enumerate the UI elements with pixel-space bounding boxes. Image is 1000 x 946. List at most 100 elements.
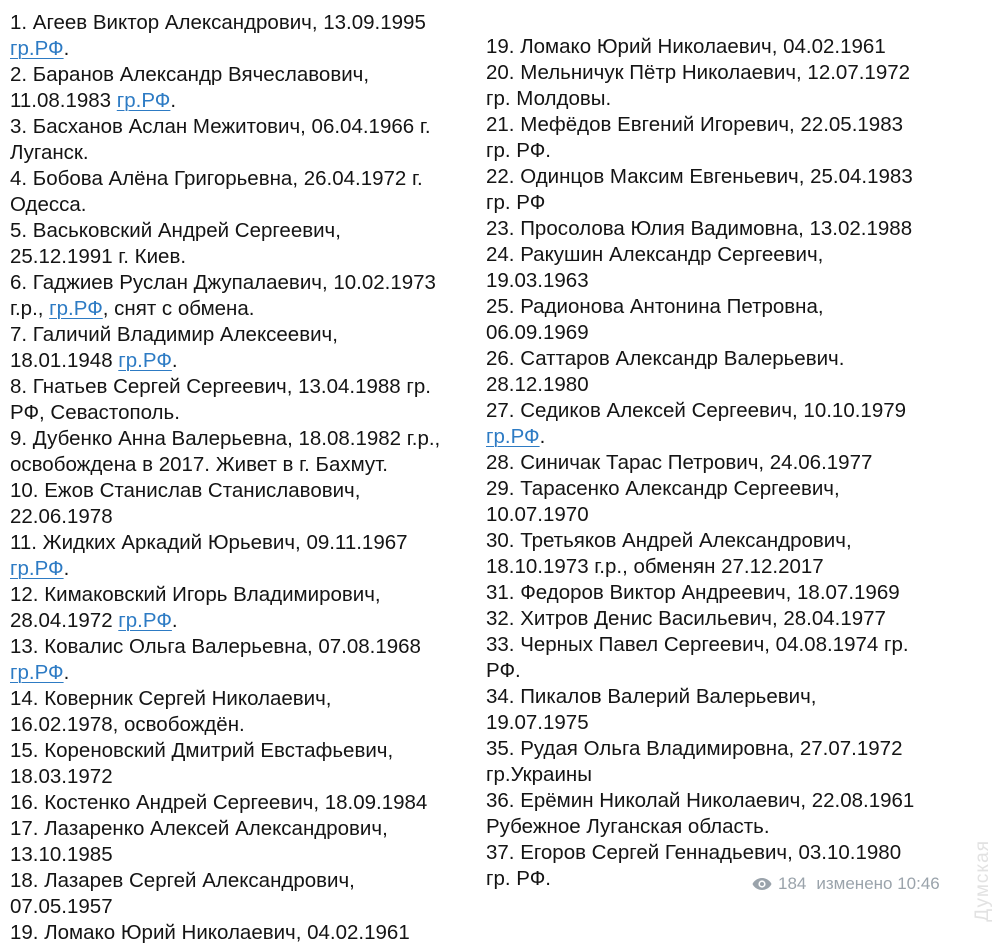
message-line: 8. Гнатьев Сергей Сергеевич, 13.04.1988 … (10, 374, 440, 400)
line-text: гр.Украины (486, 763, 592, 786)
watermark-logo: Думская (972, 840, 993, 922)
line-text: . (63, 661, 70, 684)
line-text: 12. Кимаковский Игорь Владимирович, (10, 583, 381, 606)
line-text: г.р., (10, 297, 50, 320)
message-line: 28.04.1972 гр.РФ. (10, 608, 440, 634)
message-line: 4. Бобова Алёна Григорьевна, 26.04.1972 … (10, 166, 440, 192)
message-line: гр. Молдовы. (486, 86, 914, 112)
message-left-column: 1. Агеев Виктор Александрович, 13.09.199… (10, 10, 440, 946)
line-text: РФ. (486, 659, 521, 682)
line-text: 21. Мефёдов Евгений Игоревич, 22.05.1983 (486, 113, 904, 136)
line-text: 14. Коверник Сергей Николаевич, (10, 687, 332, 710)
message-line: 32. Хитров Денис Васильевич, 28.04.1977 (486, 606, 914, 632)
message-line: 18.01.1948 гр.РФ. (10, 348, 440, 374)
line-text: 37. Егоров Сергей Геннадьевич, 03.10.198… (486, 841, 902, 864)
message-line: 28. Синичак Тарас Петрович, 24.06.1977 (486, 450, 914, 476)
line-text: . (170, 89, 177, 112)
message-line: 16. Костенко Андрей Сергеевич, 18.09.198… (10, 790, 440, 816)
message-line: 18. Лазарев Сергей Александрович, (10, 868, 440, 894)
line-text: 34. Пикалов Валерий Валерьевич, (486, 685, 817, 708)
message-line: Луганск. (10, 140, 440, 166)
message-line: 25.12.1991 г. Киев. (10, 244, 440, 270)
message-line: гр. РФ. (486, 138, 914, 164)
line-text: 1. Агеев Виктор Александрович, 13.09.199… (10, 11, 426, 34)
message-line: 19.03.1963 (486, 268, 914, 294)
line-text: 13.10.1985 (10, 843, 113, 866)
message-line: 3. Басханов Аслан Межитович, 06.04.1966 … (10, 114, 440, 140)
message-line: 36. Ерёмин Николай Николаевич, 22.08.196… (486, 788, 914, 814)
edited-timestamp: изменено 10:46 (816, 874, 940, 893)
line-text: 16. Костенко Андрей Сергеевич, 18.09.198… (10, 791, 428, 814)
line-text: 11. Жидких Аркадий Юрьевич, 09.11.1967 (10, 531, 408, 554)
eye-icon (752, 878, 772, 890)
line-text: 22. Одинцов Максим Евгеньевич, 25.04.198… (486, 165, 913, 188)
hashtag-link[interactable]: гр.РФ (486, 425, 540, 448)
hashtag-link[interactable]: гр.РФ (118, 349, 172, 372)
message-line: освобождена в 2017. Живет в г. Бахмут. (10, 452, 440, 478)
line-text: 13. Ковалис Ольга Валерьевна, 07.08.1968 (10, 635, 421, 658)
line-text: 6. Гаджиев Руслан Джупалаевич, 10.02.197… (10, 271, 436, 294)
line-text: 19.07.1975 (486, 711, 589, 734)
line-text: 5. Васьковский Андрей Сергеевич, (10, 219, 341, 242)
line-text: . (539, 425, 546, 448)
line-text: 25. Радионова Антонина Петровна, (486, 295, 824, 318)
line-text: 22.06.1978 (10, 505, 113, 528)
message-line: 33. Черных Павел Сергеевич, 04.08.1974 г… (486, 632, 914, 658)
line-text: Одесса. (10, 193, 87, 216)
message-line: 29. Тарасенко Александр Сергеевич, (486, 476, 914, 502)
message-line: 11.08.1983 гр.РФ. (10, 88, 440, 114)
message-line: гр.РФ. (10, 36, 440, 62)
message-line: 11. Жидких Аркадий Юрьевич, 09.11.1967 (10, 530, 440, 556)
hashtag-link[interactable]: гр.РФ (10, 37, 64, 60)
line-text: 28.04.1972 (10, 609, 119, 632)
message-line: гр. РФ (486, 190, 914, 216)
message-line: 34. Пикалов Валерий Валерьевич, (486, 684, 914, 710)
message-line: РФ, Севастополь. (10, 400, 440, 426)
message-line: 18.10.1973 г.р., обменян 27.12.2017 (486, 554, 914, 580)
line-text: . (63, 37, 70, 60)
message-line: 13.10.1985 (10, 842, 440, 868)
line-text: гр. РФ. (486, 139, 551, 162)
hashtag-link[interactable]: гр.РФ (116, 89, 171, 112)
message-line: 10. Ежов Станислав Станиславович, (10, 478, 440, 504)
line-text: 15. Кореновский Дмитрий Евстафьевич, (10, 739, 394, 762)
message-line: 2. Баранов Александр Вячеславович, (10, 62, 440, 88)
line-text: 18.10.1973 г.р., обменян 27.12.2017 (486, 555, 824, 578)
message-line: 16.02.1978, освобождён. (10, 712, 440, 738)
line-text: 9. Дубенко Анна Валерьевна, 18.08.1982 г… (10, 427, 441, 450)
hashtag-link[interactable]: гр.РФ (49, 297, 103, 320)
line-text: 20. Мельничук Пётр Николаевич, 12.07.197… (486, 61, 911, 84)
message-line: 17. Лазаренко Алексей Александрович, (10, 816, 440, 842)
message-line: 21. Мефёдов Евгений Игоревич, 22.05.1983 (486, 112, 914, 138)
line-text: Рубежное Луганская область. (486, 815, 770, 838)
line-text: 16.02.1978, освобождён. (10, 713, 245, 736)
line-text: 32. Хитров Денис Васильевич, 28.04.1977 (486, 607, 886, 630)
line-text: 33. Черных Павел Сергеевич, 04.08.1974 г… (486, 633, 909, 656)
line-text: 8. Гнатьев Сергей Сергеевич, 13.04.1988 … (10, 375, 431, 398)
message-line: 14. Коверник Сергей Николаевич, (10, 686, 440, 712)
line-text: 19. Ломако Юрий Николаевич, 04.02.1961 (486, 35, 886, 58)
message-line: 25. Радионова Антонина Петровна, (486, 294, 914, 320)
line-text: 17. Лазаренко Алексей Александрович, (10, 817, 388, 840)
message-line: Одесса. (10, 192, 440, 218)
message-line: гр.РФ. (10, 556, 440, 582)
line-text: 10. Ежов Станислав Станиславович, (10, 479, 361, 502)
message-line: гр.Украины (486, 762, 914, 788)
line-text: гр. РФ. (486, 867, 551, 890)
line-text: 30. Третьяков Андрей Александрович, (486, 529, 852, 552)
message-line: 12. Кимаковский Игорь Владимирович, (10, 582, 440, 608)
message-line: 31. Федоров Виктор Андреевич, 18.07.1969 (486, 580, 914, 606)
hashtag-link[interactable]: гр.РФ (118, 609, 172, 632)
message-line: 19. Ломако Юрий Николаевич, 04.02.1961 (486, 34, 914, 60)
line-text: 27. Седиков Алексей Сергеевич, 10.10.197… (486, 399, 907, 422)
line-text: 35. Рудая Ольга Владимировна, 27.07.1972 (486, 737, 903, 760)
line-text: , снят с обмена. (102, 297, 255, 320)
message-line: 20. Мельничук Пётр Николаевич, 12.07.197… (486, 60, 914, 86)
hashtag-link[interactable]: гр.РФ (10, 661, 64, 684)
message-line: гр.РФ. (486, 424, 914, 450)
hashtag-link[interactable]: гр.РФ (10, 557, 64, 580)
line-text: 29. Тарасенко Александр Сергеевич, (486, 477, 840, 500)
line-text: 7. Галичий Владимир Алексеевич, (10, 323, 338, 346)
line-text: 11.08.1983 (10, 89, 117, 112)
message-line: 26. Саттаров Александр Валерьевич. (486, 346, 914, 372)
